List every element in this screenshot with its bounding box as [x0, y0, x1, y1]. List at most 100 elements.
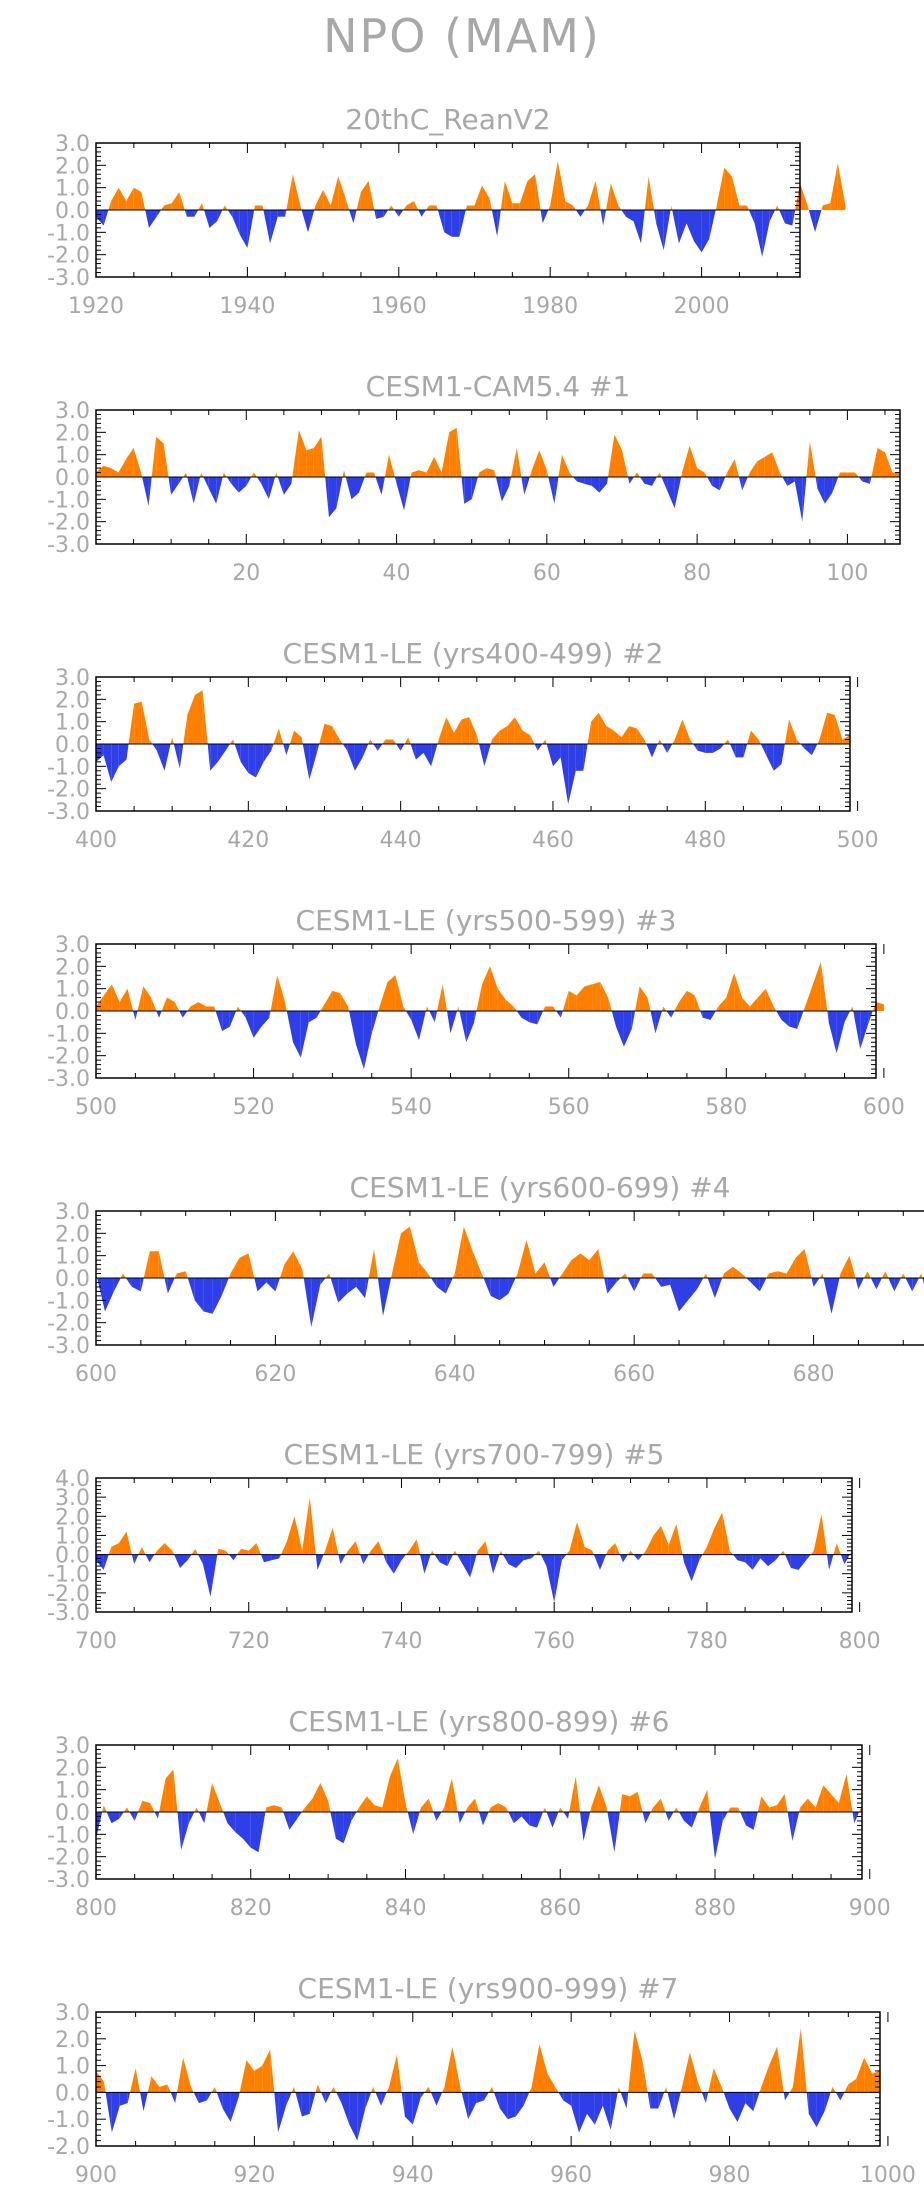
negative-area: [96, 210, 104, 226]
positive-area: [634, 472, 637, 477]
panel-title: 20thC_ReanV2: [345, 103, 550, 136]
negative-area: [383, 1554, 387, 1563]
positive-area: [834, 715, 843, 744]
positive-area: [823, 1785, 832, 1812]
positive-area: [800, 2028, 807, 2093]
positive-area: [620, 1273, 626, 1278]
positive-area: [653, 1798, 661, 1812]
positive-area: [167, 2084, 171, 2093]
positive-area: [839, 472, 848, 477]
positive-area: [543, 1006, 546, 1011]
positive-area: [751, 730, 759, 744]
negative-area: [671, 1011, 675, 1018]
negative-area: [278, 2092, 287, 2133]
negative-area: [658, 2092, 665, 2109]
positive-area: [637, 472, 640, 477]
y-tick-label: 1.0: [55, 1245, 90, 1270]
positive-area: [370, 1541, 379, 1555]
negative-area: [823, 1278, 832, 1314]
negative-area: [515, 2092, 524, 2117]
positive-area: [485, 1541, 489, 1555]
x-tick-label: 500: [837, 828, 879, 853]
panel-title: CESM1-LE (yrs500-599) #3: [296, 904, 677, 937]
positive-area: [705, 1273, 708, 1278]
positive-area: [686, 990, 695, 1011]
y-tick-label: 0.0: [55, 2081, 90, 2106]
negative-area: [97, 1278, 105, 1312]
positive-area: [803, 1006, 806, 1011]
positive-area: [174, 1002, 180, 1011]
positive-area: [128, 703, 135, 744]
y-tick-label: -2.0: [47, 1045, 90, 1070]
positive-area: [292, 430, 299, 477]
y-tick-label: -2.0: [47, 2135, 90, 2160]
negative-area: [149, 210, 157, 228]
negative-area: [186, 210, 195, 217]
positive-area: [488, 1807, 491, 1812]
negative-area: [693, 744, 698, 751]
positive-area: [122, 1273, 126, 1278]
positive-area: [800, 183, 808, 210]
positive-area: [494, 470, 496, 477]
positive-area: [566, 1550, 570, 1555]
positive-area: [882, 1271, 886, 1278]
positive-area: [557, 160, 566, 210]
negative-area: [540, 1554, 547, 1567]
positive-area: [489, 198, 492, 210]
negative-area: [631, 1011, 636, 1029]
positive-area: [648, 176, 654, 210]
negative-area: [600, 210, 604, 226]
positive-area: [827, 712, 835, 744]
negative-area: [748, 210, 755, 224]
positive-area: [807, 205, 809, 210]
negative-area: [665, 1812, 669, 1821]
positive-area: [366, 1796, 375, 1812]
negative-area: [156, 210, 162, 217]
negative-area: [655, 1011, 662, 1034]
negative-area: [679, 1278, 688, 1312]
negative-area: [106, 1812, 112, 1824]
x-tick-label: 600: [863, 1095, 905, 1120]
negative-area: [730, 744, 736, 758]
positive-area: [747, 730, 751, 744]
panel-1: 20thC_ReanV2 3.02.01.00.0-1.0-2.0-3.0 1920…: [47, 103, 846, 319]
y-tick-label: 0.0: [55, 1267, 90, 1292]
negative-area: [732, 1554, 738, 1561]
negative-area: [418, 210, 422, 217]
negative-area: [568, 744, 576, 805]
positive-area: [704, 472, 708, 477]
positive-area: [659, 472, 662, 477]
negative-area: [119, 1812, 124, 1819]
negative-area: [335, 1812, 344, 1844]
negative-area: [412, 2092, 421, 2125]
positive-area: [535, 1550, 539, 1555]
positive-area: [795, 183, 800, 210]
positive-area: [194, 1807, 197, 1812]
positive-area: [591, 712, 599, 744]
positive-area: [300, 205, 302, 210]
positive-area: [749, 997, 758, 1011]
positive-area: [628, 1550, 631, 1555]
positive-area: [482, 185, 490, 210]
positive-area: [401, 1226, 410, 1278]
positive-area: [702, 1546, 707, 1555]
negative-area: [623, 1011, 632, 1047]
x-tick-label: 1960: [371, 294, 427, 319]
negative-area: [457, 1554, 463, 1565]
positive-area: [172, 1550, 175, 1555]
positive-area: [848, 2079, 857, 2093]
y-tick-label: -2.0: [47, 244, 90, 269]
negative-area: [912, 1278, 919, 1292]
negative-area: [740, 1812, 746, 1826]
positive-area: [475, 1798, 479, 1812]
positive-area: [747, 472, 750, 477]
positive-area: [777, 1271, 787, 1278]
positive-area: [676, 1523, 683, 1555]
negative-area: [118, 744, 127, 767]
negative-area: [684, 1554, 692, 1582]
positive-area: [546, 470, 549, 477]
positive-area: [630, 1550, 634, 1555]
positive-area: [190, 1002, 199, 1011]
x-tick-label: 720: [228, 1629, 270, 1654]
negative-area: [759, 1278, 767, 1292]
